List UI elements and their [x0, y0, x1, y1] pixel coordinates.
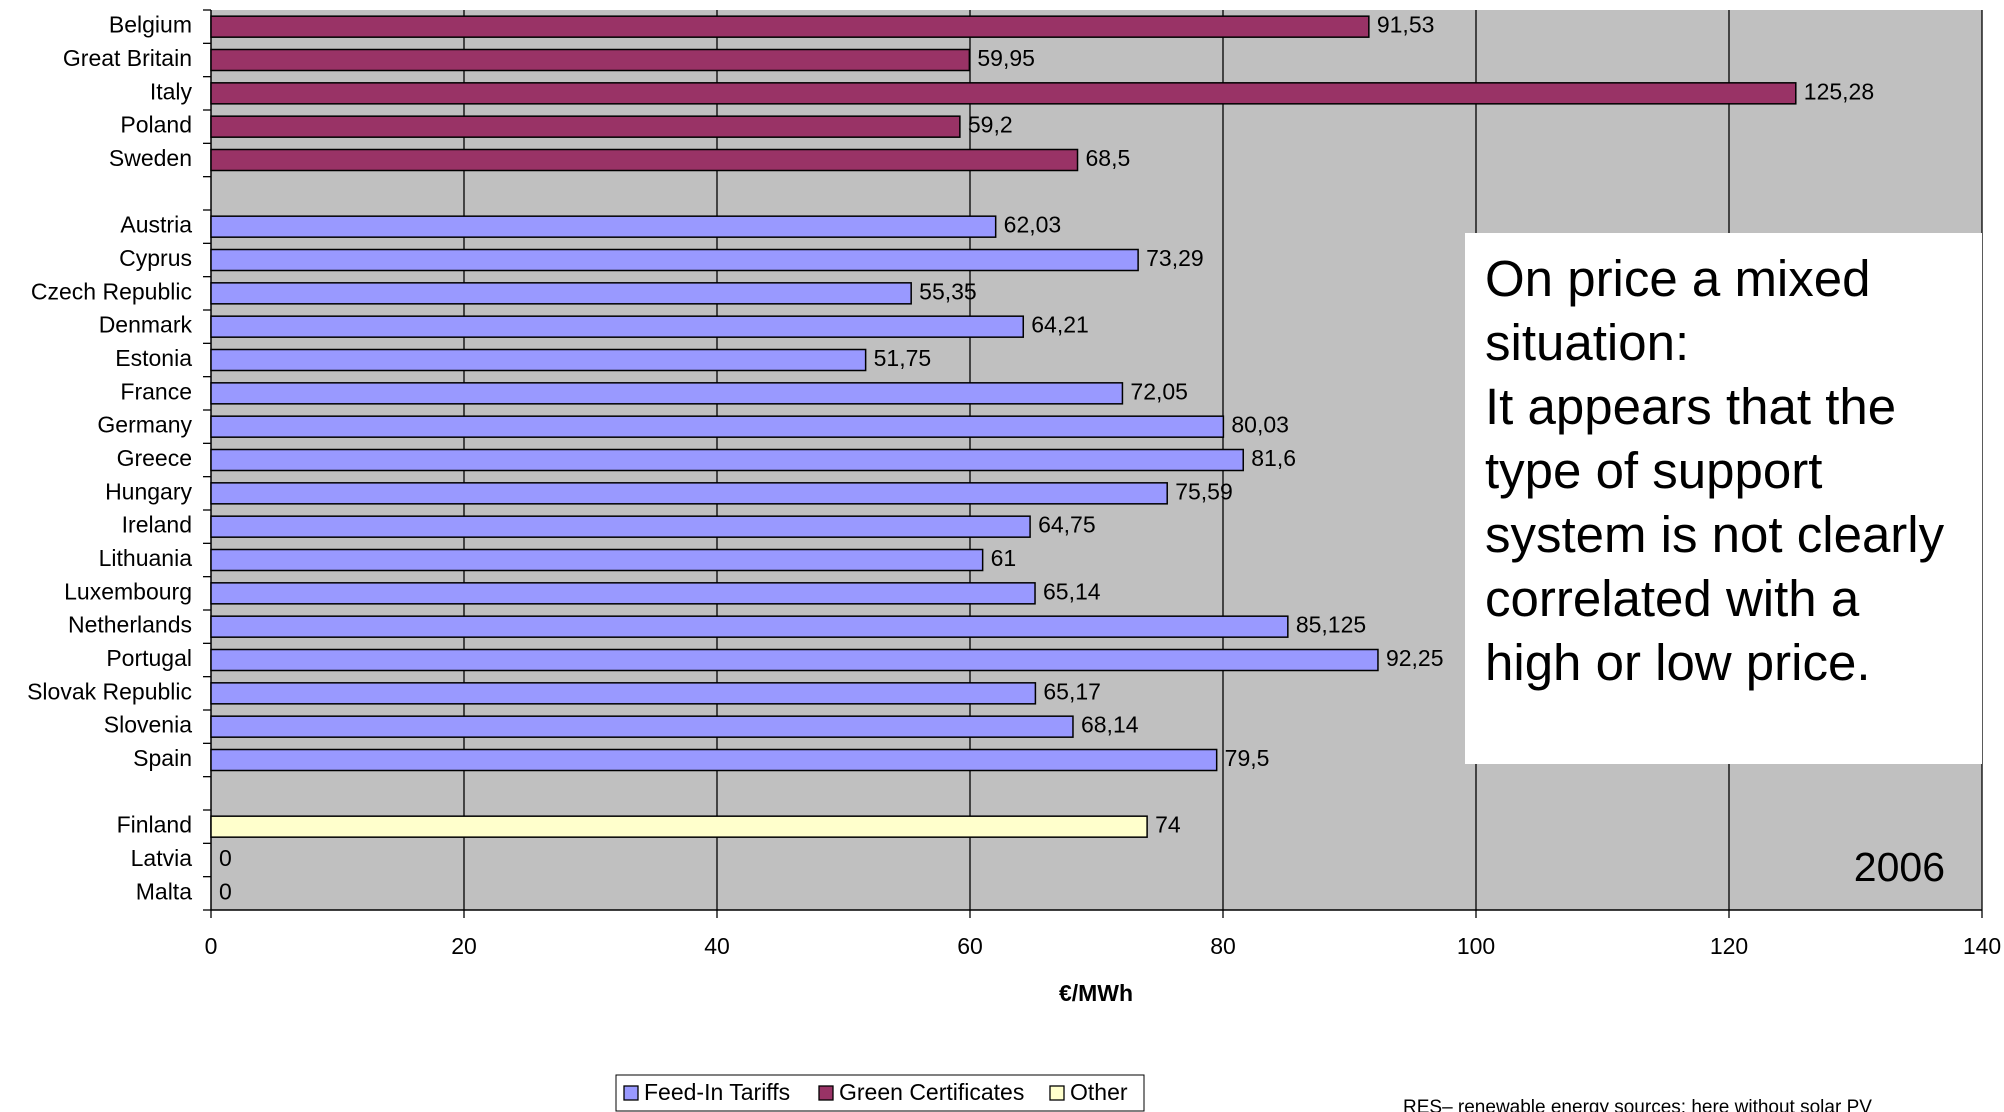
bar [210, 648, 1379, 672]
y-tick-label: Spain [133, 745, 192, 771]
bar [210, 748, 1218, 772]
value-label: 80,03 [1231, 412, 1289, 438]
annotation: On price a mixed situation: [1485, 250, 1871, 371]
annotation-box: On price a mixed situation: It appears t… [1465, 233, 1982, 764]
value-label: 68,14 [1081, 712, 1139, 738]
value-label: 68,5 [1086, 145, 1131, 171]
bar [210, 515, 1031, 538]
x-axis-title: €/MWh [1059, 980, 1133, 1006]
value-label: 62,03 [1004, 212, 1062, 238]
bar [210, 715, 1074, 738]
y-tick-label: Czech Republic [31, 278, 192, 304]
y-tick-label: Ireland [122, 512, 192, 538]
bar [210, 382, 1124, 405]
value-label: 59,2 [968, 112, 1013, 138]
x-tick-label: 120 [1710, 933, 1748, 959]
value-label: 75,59 [1175, 478, 1233, 504]
bar [210, 115, 961, 138]
bar [210, 248, 1139, 272]
y-tick-label: Slovenia [104, 712, 192, 738]
y-tick-label: Netherlands [68, 612, 192, 638]
legend-swatch [623, 1085, 639, 1101]
value-label: 72,05 [1130, 378, 1188, 404]
y-tick-label: Lithuania [99, 545, 193, 571]
y-tick-label: Malta [136, 878, 192, 904]
value-label: 0 [219, 878, 232, 904]
y-tick-label: Slovak Republic [27, 678, 192, 704]
value-label: 51,75 [874, 345, 932, 371]
x-tick-label: 60 [957, 933, 983, 959]
x-tick-label: 0 [205, 933, 218, 959]
bar [210, 48, 971, 72]
legend-label: Feed-In Tariffs [644, 1079, 790, 1105]
y-tick-label: Poland [120, 112, 192, 138]
y-tick-label: Portugal [106, 645, 192, 671]
y-tick-label: Hungary [105, 478, 192, 504]
legend-swatch [1049, 1085, 1065, 1101]
value-label: 64,21 [1031, 312, 1089, 338]
x-tick-label: 20 [451, 933, 477, 959]
x-tick-label: 100 [1457, 933, 1495, 959]
x-tick-label: 80 [1210, 933, 1236, 959]
bar [210, 582, 1036, 605]
value-label: 65,14 [1043, 578, 1101, 604]
bar [210, 548, 984, 572]
year-label: 2006 [1854, 844, 1945, 890]
y-tick-label: Austria [120, 212, 192, 238]
annotation: It appears that the type of support syst… [1485, 378, 1945, 691]
y-tick-label: France [120, 378, 192, 404]
bar [210, 148, 1079, 172]
value-label: 125,28 [1804, 78, 1874, 104]
value-label: 74 [1155, 812, 1181, 838]
bar [210, 682, 1037, 705]
y-tick-label: Greece [117, 445, 192, 471]
value-label: 79,5 [1225, 745, 1270, 771]
bar [210, 315, 1025, 338]
bar [210, 348, 867, 372]
bar [210, 82, 1797, 105]
y-tick-label: Belgium [109, 12, 192, 38]
x-tick-label: 140 [1963, 933, 2001, 959]
value-label: 59,95 [977, 45, 1035, 71]
value-label: 92,25 [1386, 645, 1444, 671]
bar [210, 282, 912, 305]
bar [210, 415, 1225, 438]
bar [210, 15, 1370, 38]
value-label: 81,6 [1251, 445, 1296, 471]
x-tick-label: 40 [704, 933, 730, 959]
y-tick-label: Great Britain [63, 45, 192, 71]
y-tick-label: Estonia [115, 345, 192, 371]
bar [210, 215, 997, 238]
y-tick-label: Luxembourg [64, 578, 192, 604]
y-tick-label: Sweden [109, 145, 192, 171]
bar [210, 615, 1289, 638]
y-tick-label: Germany [97, 412, 192, 438]
legend-label: Other [1070, 1079, 1128, 1105]
value-label: 73,29 [1146, 245, 1204, 271]
legend-label: Green Certificates [839, 1079, 1024, 1105]
legend-swatch [818, 1085, 834, 1101]
bar [210, 815, 1148, 838]
value-label: 91,53 [1377, 12, 1435, 38]
y-tick-label: Finland [117, 812, 192, 838]
value-label: 55,35 [919, 278, 977, 304]
footnote: RES– renewable energy sources; here with… [1403, 1097, 1872, 1112]
y-tick-label: Latvia [131, 845, 193, 871]
value-label: 61 [991, 545, 1017, 571]
value-label: 0 [219, 845, 232, 871]
y-tick-label: Italy [150, 78, 193, 104]
value-label: 85,125 [1296, 612, 1366, 638]
y-tick-label: Denmark [99, 312, 193, 338]
value-label: 64,75 [1038, 512, 1096, 538]
bar [210, 482, 1168, 505]
y-tick-label: Cyprus [119, 245, 192, 271]
value-label: 65,17 [1043, 678, 1101, 704]
bar [210, 448, 1244, 472]
